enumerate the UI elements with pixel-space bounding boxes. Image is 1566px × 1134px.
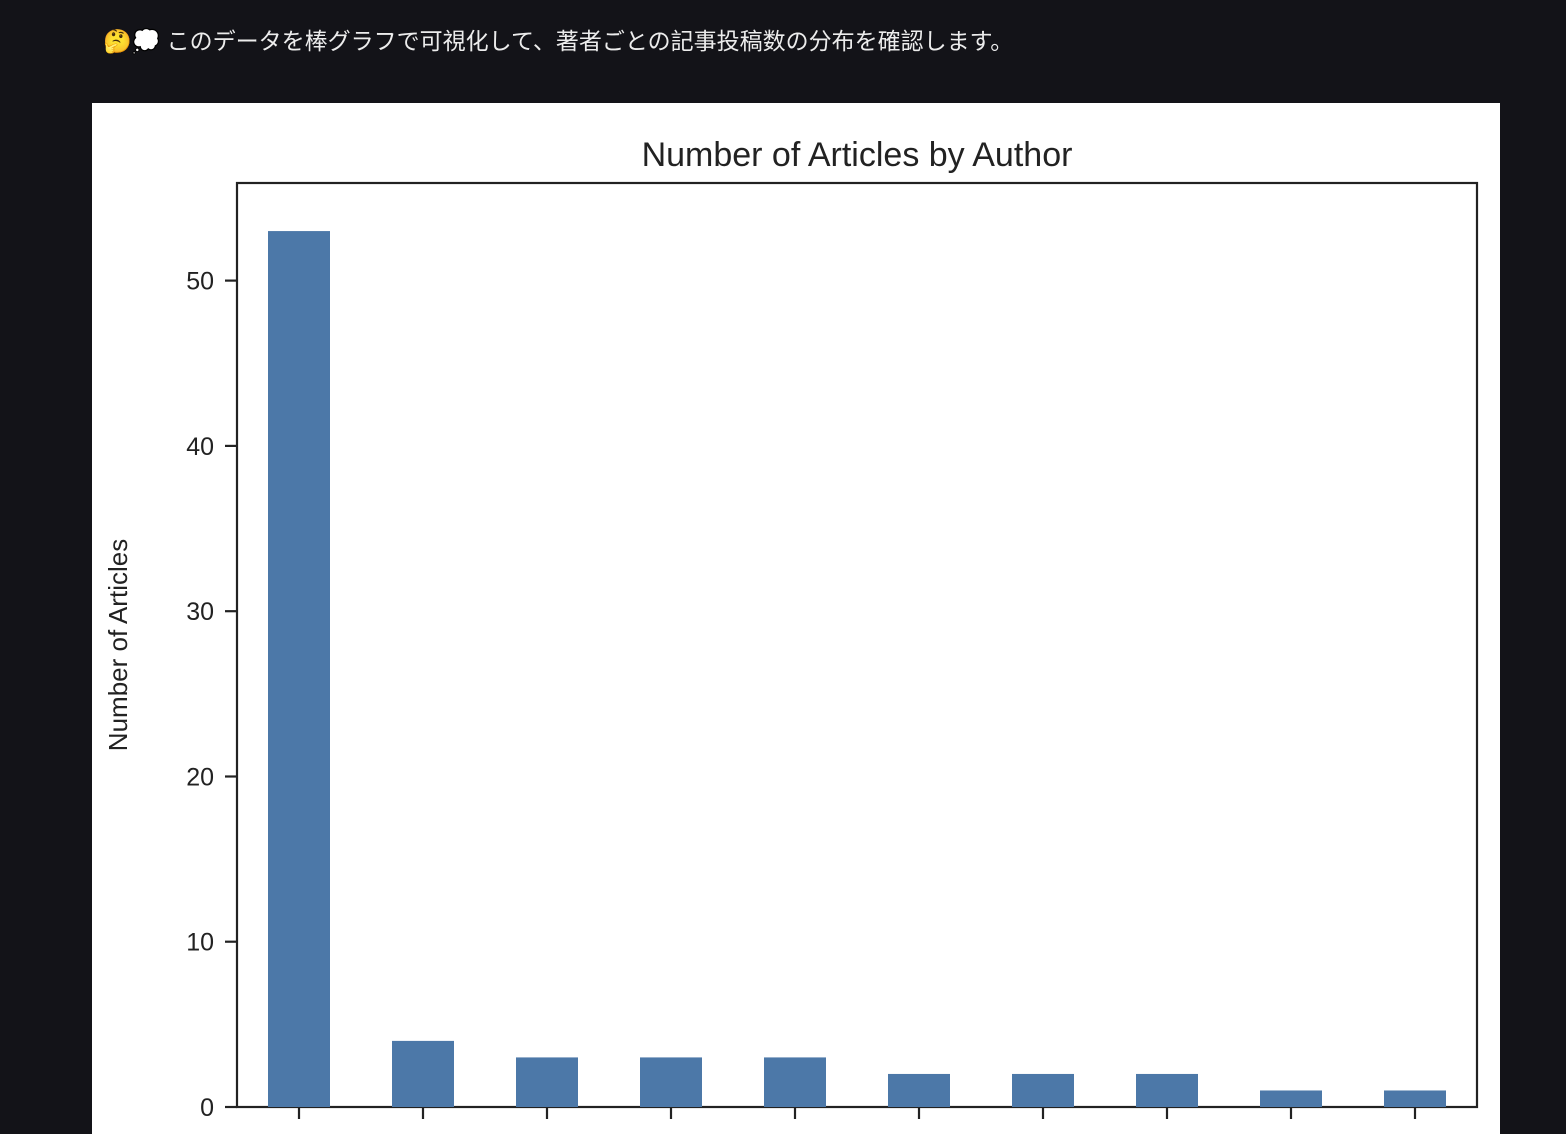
svg-text:Number of Articles by Author: Number of Articles by Author bbox=[642, 136, 1073, 174]
svg-text:20: 20 bbox=[186, 764, 214, 792]
svg-text:0: 0 bbox=[200, 1094, 214, 1122]
svg-text:40: 40 bbox=[186, 433, 214, 461]
svg-text:50: 50 bbox=[186, 268, 214, 296]
svg-text:30: 30 bbox=[186, 598, 214, 626]
svg-text:10: 10 bbox=[186, 929, 214, 957]
svg-text:Number of Articles: Number of Articles bbox=[103, 539, 133, 751]
